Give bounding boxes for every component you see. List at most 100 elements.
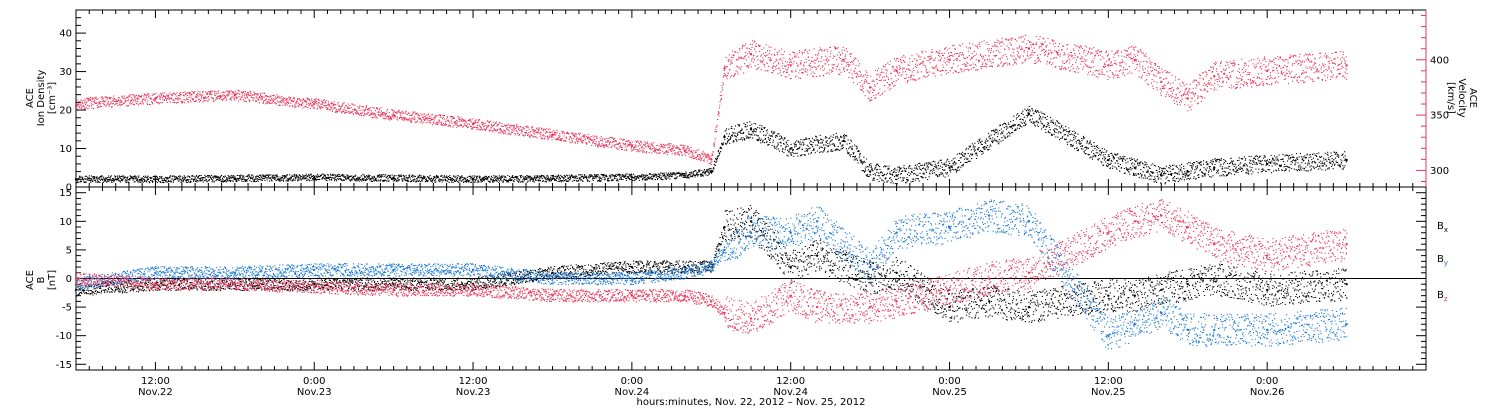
x-tick-date-label: Nov.22 — [138, 387, 173, 398]
top-left-axis-title-line3: [cm⁻³] — [47, 82, 58, 114]
series-density — [74, 105, 1348, 185]
data-point-Bx — [1265, 288, 1269, 292]
data-point-velocity — [789, 64, 792, 67]
left-y-tick-label: 0 — [66, 183, 72, 194]
data-point-Bz — [948, 288, 951, 292]
data-point-Bz — [1027, 271, 1031, 274]
series-velocity — [74, 34, 1348, 166]
data-point-By — [551, 277, 554, 280]
data-point-velocity — [723, 67, 726, 70]
data-point-Bz — [1265, 254, 1269, 257]
data-point-By — [1107, 334, 1110, 337]
left-y-tick-label: -10 — [56, 331, 72, 342]
data-point-velocity — [1107, 64, 1110, 67]
data-point-Bz — [1133, 220, 1137, 223]
data-point-velocity — [1160, 80, 1163, 84]
data-point-Bz — [313, 285, 316, 289]
top-right-axis-title: ACE Velocity [km/s] — [1445, 78, 1478, 117]
left-y-tick-label: 30 — [59, 67, 72, 78]
data-point-Bz — [1186, 225, 1189, 229]
data-point-Bz — [1345, 242, 1348, 246]
x-tick-date-label: Nov.24 — [773, 387, 808, 398]
x-tick-date-label: Nov.25 — [1091, 387, 1126, 398]
top-right-axis-title-line3: [km/s] — [1445, 82, 1456, 114]
trace-velocity — [76, 34, 1348, 166]
data-point-velocity — [1186, 97, 1189, 100]
legend-label-Bz: Bz — [1437, 290, 1448, 303]
data-point-Bx — [1133, 294, 1137, 297]
data-point-By — [154, 271, 157, 274]
left-y-tick-label: 20 — [59, 106, 72, 117]
data-point-velocity — [842, 58, 845, 61]
data-point-By — [895, 231, 898, 234]
data-point-By — [392, 268, 395, 272]
data-point-By — [630, 277, 634, 280]
left-y-tick-label: 10 — [59, 217, 72, 228]
x-tick-time-label: 0:00 — [938, 376, 960, 387]
data-point-By — [789, 231, 792, 234]
top-panel-frame — [75, 9, 1427, 188]
x-tick-date-label: Nov.26 — [1250, 387, 1285, 398]
legend-subscript-Bx: x — [1444, 226, 1448, 234]
legend-subscript-By: y — [1444, 259, 1448, 267]
data-point-velocity — [1213, 75, 1216, 78]
x-tick-time-label: 12:00 — [141, 376, 170, 387]
data-point-By — [1213, 328, 1216, 332]
data-point-Bz — [868, 305, 872, 309]
data-point-Bx — [815, 254, 819, 257]
x-tick-time-label: 0:00 — [621, 376, 643, 387]
series-Bx — [74, 205, 1348, 323]
legend-subscript-Bz: z — [1444, 295, 1448, 303]
bottom-left-axis-title-line2: B — [36, 276, 47, 283]
top-left-axis-title: ACE Ion Density [cm⁻³] — [25, 70, 58, 127]
bottom-left-axis-title-line1: ACE — [25, 270, 36, 290]
legend-label-By: By — [1437, 254, 1448, 267]
data-point-Bx — [895, 271, 898, 274]
x-tick-time-label: 12:00 — [776, 376, 805, 387]
data-point-By — [749, 231, 753, 234]
series-By — [74, 199, 1348, 350]
x-tick-time-label: 0:00 — [303, 376, 325, 387]
left-y-tick-label: 40 — [59, 29, 72, 40]
right-y-tick-label: 350 — [1430, 111, 1449, 122]
data-point-velocity — [313, 102, 316, 106]
data-point-Bx — [1027, 305, 1031, 309]
legend-layer: Bx By Bz — [1437, 221, 1448, 303]
x-tick-date-label: Nov.23 — [297, 387, 332, 398]
data-point-density — [154, 178, 157, 181]
data-point-Bz — [74, 277, 78, 280]
left-y-tick-label: 0 — [66, 274, 72, 285]
x-tick-date-label: Nov.24 — [615, 387, 650, 398]
trace-density — [76, 105, 1348, 185]
x-tick-time-label: 12:00 — [1094, 376, 1123, 387]
top-left-axis-title-line1: ACE — [25, 88, 36, 108]
data-point-Bx — [1107, 294, 1110, 297]
data-point-Bx — [1186, 283, 1189, 286]
left-y-tick-label: 5 — [66, 245, 72, 256]
data-point-density — [842, 139, 845, 143]
data-point-Bx — [988, 300, 991, 303]
data-point-velocity — [1133, 58, 1137, 61]
x-tick-time-label: 12:00 — [459, 376, 488, 387]
right-y-tick-label: 300 — [1430, 166, 1449, 177]
data-point-Bx — [1160, 288, 1163, 292]
data-point-velocity — [1345, 64, 1348, 67]
data-point-By — [723, 248, 726, 252]
top-right-axis-title-line1: ACE — [1467, 88, 1478, 108]
series-Bz — [74, 199, 1348, 334]
right-y-tick-label: 400 — [1430, 55, 1449, 66]
data-point-velocity — [1265, 69, 1269, 73]
data-point-Bx — [1213, 277, 1216, 280]
x-tick-time-label: 0:00 — [1256, 376, 1278, 387]
data-layer — [74, 34, 1348, 350]
left-y-tick-label: 15 — [59, 188, 72, 199]
trace-Bz — [76, 199, 1348, 334]
data-point-Bz — [789, 294, 792, 297]
data-point-By — [710, 265, 713, 269]
x-tick-date-label: Nov.25 — [932, 387, 967, 398]
bottom-left-axis-title: ACE B [nT] — [25, 270, 58, 290]
top-right-axis-title-line2: Velocity — [1456, 78, 1467, 117]
data-point-By — [988, 214, 991, 217]
left-y-tick-label: -15 — [56, 360, 72, 371]
